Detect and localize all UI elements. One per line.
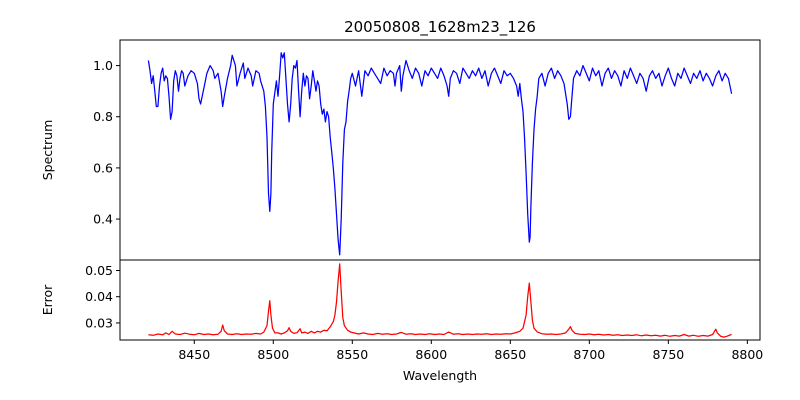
x-tick-label: 8800: [731, 347, 763, 362]
error-y-axis-label: Error: [40, 284, 55, 315]
x-tick-label: 8450: [178, 347, 210, 362]
error-y-tick-label: 0.05: [85, 263, 113, 278]
x-tick-label: 8500: [257, 347, 289, 362]
error-line: [148, 263, 732, 338]
x-tick-label: 8650: [494, 347, 526, 362]
spectrum-y-ticks: 0.4 0.6 0.8 1.0: [93, 58, 120, 227]
error-panel: 0.03 0.04 0.05 Error: [40, 259, 761, 341]
error-y-tick-label: 0.03: [85, 315, 113, 330]
x-ticks: 8450 8500 8550 8600 8650 8700 8750 8800: [178, 340, 763, 362]
x-tick-label: 8600: [415, 347, 447, 362]
error-plot-frame: [119, 259, 761, 341]
x-axis-label: Wavelength: [403, 368, 477, 383]
x-tick-label: 8750: [652, 347, 684, 362]
chart-title: 20050808_1628m23_126: [344, 18, 536, 37]
x-tick-label: 8550: [336, 347, 368, 362]
spectrum-y-axis-label: Spectrum: [40, 120, 55, 181]
spectrum-line: [147, 52, 733, 256]
x-tick-label: 8700: [573, 347, 605, 362]
spectrum-y-tick-label: 0.6: [93, 160, 113, 175]
error-y-tick-label: 0.04: [85, 289, 113, 304]
spectrum-y-tick-label: 1.0: [93, 58, 113, 73]
error-y-ticks: 0.03 0.04 0.05: [85, 263, 120, 330]
spectrum-y-tick-label: 0.8: [93, 109, 113, 124]
spectrum-y-tick-label: 0.4: [93, 212, 113, 227]
